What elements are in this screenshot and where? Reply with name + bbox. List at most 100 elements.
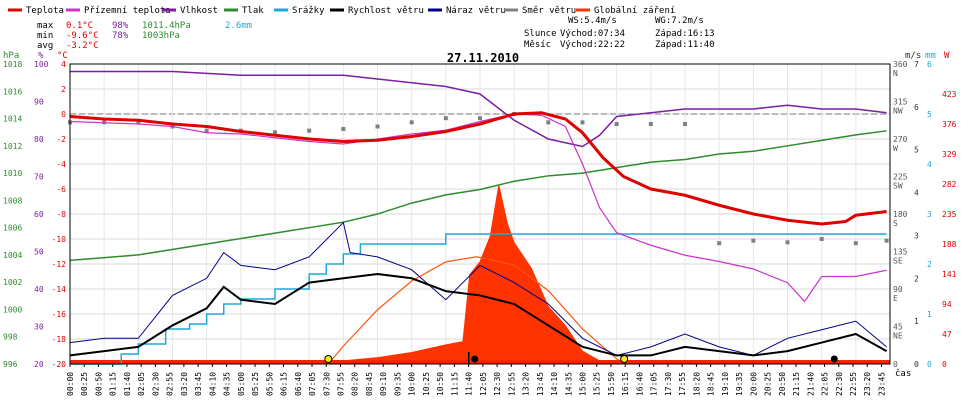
stat-min-hum: 78% <box>112 31 129 41</box>
x-tick-label: 16:40 <box>635 372 644 396</box>
x-tick-label: 08:20 <box>351 372 360 396</box>
tick-ms: 3 <box>914 231 919 240</box>
x-tick-label: 19:10 <box>721 372 730 396</box>
x-tick-label: 06:15 <box>280 372 289 396</box>
stat-label-max: max <box>37 21 54 31</box>
x-tick-label: 20:50 <box>778 372 787 396</box>
wind-direction-dot <box>341 127 346 131</box>
wind-direction-dot <box>785 240 790 245</box>
x-tick-label: 21:15 <box>792 372 801 396</box>
x-tick-label: 09:10 <box>379 372 388 396</box>
x-tick-label: 11:40 <box>465 372 474 396</box>
moonset-marker <box>471 355 479 363</box>
x-tick-label: 04:10 <box>208 372 217 396</box>
wind-direction-dot <box>648 122 653 126</box>
tick-hpa: 1004 <box>3 251 22 260</box>
axis-ticks: 420-2-4-6-8-10-12-14-16-18-2010181016101… <box>3 60 957 396</box>
tick-dir: 135 <box>893 248 908 257</box>
tick-pct: 70 <box>34 173 44 182</box>
tick-dir: 180 <box>893 210 908 219</box>
tick-hpa: 1012 <box>3 142 22 151</box>
x-tick-label: 22:05 <box>821 372 830 396</box>
sun-label: Slunce <box>524 29 557 39</box>
x-tick-label: 14:10 <box>550 372 559 396</box>
axis-label-w: W <box>944 51 950 61</box>
x-tick-label: 20:25 <box>764 372 773 396</box>
tick-dir: 45 <box>893 323 903 332</box>
tick-temp: -8 <box>56 210 66 219</box>
x-tick-label: 16:15 <box>621 372 630 396</box>
wind-direction-dot <box>443 116 448 121</box>
chart-title: 27.11.2010 <box>447 51 519 65</box>
tick-w: 141 <box>942 270 957 279</box>
x-tick-label: 02:30 <box>151 372 160 396</box>
legend-item: Rychlost větru <box>348 6 424 16</box>
axis-label-ms: m/s <box>905 51 921 61</box>
wind-speed-line <box>69 272 888 357</box>
tick-mm: 4 <box>927 160 932 169</box>
tick-hpa: 1014 <box>3 115 22 124</box>
tick-hpa: 1016 <box>3 87 22 96</box>
x-tick-label: 15:25 <box>593 372 602 396</box>
axis-label-hpa: hPa <box>3 51 19 61</box>
legend-item: Vlhkost <box>180 6 218 16</box>
wind-direction-dot <box>307 128 312 133</box>
tick-mm: 1 <box>927 310 932 319</box>
tick-temp: -12 <box>52 260 67 269</box>
tick-ms: 2 <box>914 274 919 283</box>
tick-temp: 4 <box>61 60 66 69</box>
moon-set: Západ:11:40 <box>655 40 715 50</box>
tick-temp: -10 <box>52 235 67 244</box>
wind-direction-dot <box>614 122 619 126</box>
x-tick-label: 11:15 <box>450 372 459 396</box>
wind-direction-dot <box>819 237 824 241</box>
x-tick-label: 07:05 <box>308 372 317 396</box>
tick-dir-name: NE <box>893 332 903 341</box>
tick-dir-name: W <box>893 144 898 153</box>
sun-rise: Východ:07:34 <box>560 29 625 39</box>
tick-pct: 30 <box>34 323 44 332</box>
x-tick-label: 00:00 <box>66 372 75 396</box>
tick-temp: -20 <box>52 360 67 369</box>
x-tick-label: 00:25 <box>80 372 89 396</box>
wind-direction-dot <box>751 238 756 243</box>
x-tick-label: 17:55 <box>678 372 687 396</box>
x-tick-label: 23:20 <box>863 372 872 396</box>
x-tick-label: 12:30 <box>493 372 502 396</box>
x-tick-label: 01:40 <box>123 372 132 396</box>
wind-ws: WS:5.4m/s <box>568 16 617 26</box>
stat-label-avg: avg <box>37 41 53 51</box>
stat-avg-temp: -3.2°C <box>66 41 99 51</box>
x-tick-label: 03:45 <box>194 372 203 396</box>
tick-hpa: 1006 <box>3 224 22 233</box>
tick-hpa: 1018 <box>3 60 22 69</box>
tick-pct: 50 <box>34 248 44 257</box>
wind-direction-dot <box>853 241 858 246</box>
tick-dir-name: NW <box>893 107 903 116</box>
sunset-marker <box>620 355 629 363</box>
tick-w: 94 <box>942 300 952 309</box>
x-tick-label: 10:25 <box>422 372 431 396</box>
sunrise-marker <box>324 355 333 363</box>
legend-item: Globální záření <box>594 6 675 16</box>
tick-w: 423 <box>942 90 957 99</box>
x-tick-label: 04:35 <box>223 372 232 396</box>
legend: Teplota Přízemní teplota Vlhkost Tlak Srážky… <box>8 6 675 16</box>
tick-hpa: 1008 <box>3 196 22 205</box>
wind-direction-dot <box>136 120 141 125</box>
wind-direction-dot <box>580 120 585 125</box>
x-tick-label: 17:30 <box>664 372 673 396</box>
tick-dir: 360 <box>893 60 908 69</box>
x-axis-label: čas <box>895 368 911 379</box>
x-tick-label: 05:00 <box>237 372 246 396</box>
tick-hpa: 996 <box>3 360 18 369</box>
axis-label-temp: °C <box>57 51 68 61</box>
axis-label-pct: % <box>38 51 44 61</box>
stat-label-min: min <box>37 31 53 41</box>
x-tick-label: 10:00 <box>408 372 417 396</box>
tick-ms: 6 <box>914 103 919 112</box>
x-tick-label: 14:35 <box>564 372 573 396</box>
wind-direction-dot <box>683 122 687 126</box>
tick-temp: 2 <box>61 85 66 94</box>
